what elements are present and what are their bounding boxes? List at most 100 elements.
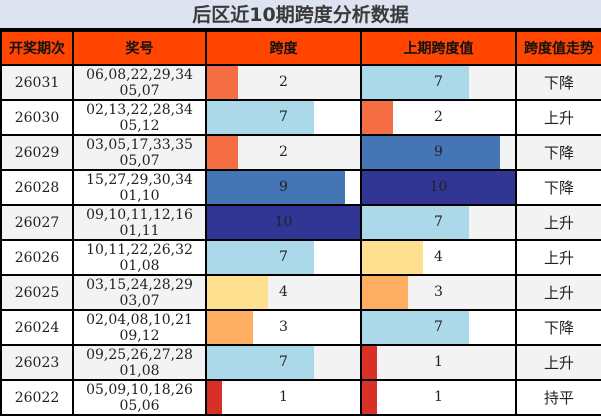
period-cell: 26030 xyxy=(0,99,74,136)
prev-span-cell: 10 xyxy=(360,169,517,206)
header-trend: 跨度值走势 xyxy=(515,30,601,66)
trend-cell: 上升 xyxy=(515,274,601,311)
table-row: 26031 06,08,22,29,34 05,07 2 7 下降 xyxy=(0,64,601,101)
table-row: 26022 05,09,10,18,26 05,06 1 1 持平 xyxy=(0,379,601,416)
period-cell: 26023 xyxy=(0,344,74,381)
span-bar xyxy=(207,311,253,344)
table-row: 26024 02,04,08,10,21 09,12 3 7 下降 xyxy=(0,309,601,346)
span-cell: 2 xyxy=(205,64,362,101)
span-bar xyxy=(207,171,345,204)
trend-cell: 持平 xyxy=(515,379,601,416)
prev-span-cell: 7 xyxy=(360,309,517,346)
prev-span-value: 1 xyxy=(434,389,443,405)
span-cell: 2 xyxy=(205,134,362,171)
span-value: 7 xyxy=(279,249,288,265)
header-period: 开奖期次 xyxy=(0,30,74,66)
header-span: 跨度 xyxy=(205,30,362,66)
span-table: 开奖期次 奖号 跨度 上期跨度值 跨度值走势 26031 06,08,22,29,… xyxy=(0,30,601,416)
prev-span-cell: 1 xyxy=(360,379,517,416)
numbers-cell: 06,08,22,29,34 05,07 xyxy=(72,64,207,101)
span-value: 1 xyxy=(279,389,288,405)
trend-cell: 下降 xyxy=(515,169,601,206)
span-cell: 7 xyxy=(205,239,362,276)
span-value: 3 xyxy=(279,319,288,335)
trend-cell: 上升 xyxy=(515,204,601,241)
span-cell: 7 xyxy=(205,99,362,136)
prev-span-value: 10 xyxy=(429,179,448,195)
numbers-cell: 15,27,29,30,34 01,10 xyxy=(72,169,207,206)
prev-span-bar xyxy=(362,171,515,204)
span-value: 7 xyxy=(279,109,288,125)
trend-cell: 下降 xyxy=(515,134,601,171)
period-cell: 26022 xyxy=(0,379,74,416)
numbers-cell: 03,05,17,33,35 05,07 xyxy=(72,134,207,171)
trend-cell: 下降 xyxy=(515,309,601,346)
span-value: 4 xyxy=(279,284,288,300)
period-cell: 26026 xyxy=(0,239,74,276)
span-cell: 7 xyxy=(205,344,362,381)
trend-cell: 上升 xyxy=(515,99,601,136)
period-cell: 26024 xyxy=(0,309,74,346)
prev-span-bar xyxy=(362,66,470,99)
span-value: 2 xyxy=(279,74,288,90)
span-cell: 10 xyxy=(205,204,362,241)
page-title: 后区近10期跨度分析数据 xyxy=(0,0,601,30)
prev-span-cell: 2 xyxy=(360,99,517,136)
numbers-cell: 02,13,22,28,34 05,12 xyxy=(72,99,207,136)
prev-span-value: 4 xyxy=(434,249,443,265)
span-value: 10 xyxy=(274,214,293,230)
trend-cell: 上升 xyxy=(515,239,601,276)
prev-span-bar xyxy=(362,381,378,414)
numbers-cell: 02,04,08,10,21 09,12 xyxy=(72,309,207,346)
period-cell: 26028 xyxy=(0,169,74,206)
table-row: 26029 03,05,17,33,35 05,07 2 9 下降 xyxy=(0,134,601,171)
prev-span-value: 1 xyxy=(434,354,443,370)
prev-span-bar xyxy=(362,311,470,344)
prev-span-value: 3 xyxy=(434,284,443,300)
span-cell: 1 xyxy=(205,379,362,416)
numbers-cell: 09,10,11,12,16 01,11 xyxy=(72,204,207,241)
table-body: 26031 06,08,22,29,34 05,07 2 7 下降 26030 02,13,… xyxy=(0,64,601,416)
prev-span-value: 9 xyxy=(434,144,443,160)
span-bar xyxy=(207,381,223,414)
span-bar xyxy=(207,136,238,169)
period-cell: 26031 xyxy=(0,64,74,101)
span-cell: 4 xyxy=(205,274,362,311)
prev-span-value: 7 xyxy=(434,74,443,90)
numbers-cell: 05,09,10,18,26 05,06 xyxy=(72,379,207,416)
span-value: 9 xyxy=(279,179,288,195)
header-prev-span: 上期跨度值 xyxy=(360,30,517,66)
period-cell: 26027 xyxy=(0,204,74,241)
table-header-row: 开奖期次 奖号 跨度 上期跨度值 跨度值走势 xyxy=(0,30,601,66)
prev-span-bar xyxy=(362,276,408,309)
span-value: 2 xyxy=(279,144,288,160)
span-bar xyxy=(207,241,315,274)
prev-span-value: 7 xyxy=(434,319,443,335)
prev-span-value: 2 xyxy=(434,109,443,125)
prev-span-cell: 3 xyxy=(360,274,517,311)
span-bar xyxy=(207,101,315,134)
prev-span-bar xyxy=(362,101,393,134)
prev-span-bar xyxy=(362,241,424,274)
table-row: 26023 09,25,26,27,28 01,08 7 1 上升 xyxy=(0,344,601,381)
prev-span-cell: 4 xyxy=(360,239,517,276)
prev-span-cell: 7 xyxy=(360,64,517,101)
numbers-cell: 10,11,22,26,32 01,08 xyxy=(72,239,207,276)
table-row: 26030 02,13,22,28,34 05,12 7 2 上升 xyxy=(0,99,601,136)
trend-cell: 下降 xyxy=(515,64,601,101)
trend-cell: 上升 xyxy=(515,344,601,381)
period-cell: 26029 xyxy=(0,134,74,171)
prev-span-bar xyxy=(362,346,378,379)
table-row: 26028 15,27,29,30,34 01,10 9 10 下降 xyxy=(0,169,601,206)
prev-span-value: 7 xyxy=(434,214,443,230)
table-row: 26027 09,10,11,12,16 01,11 10 7 上升 xyxy=(0,204,601,241)
table-row: 26025 03,15,24,28,29 03,07 4 3 上升 xyxy=(0,274,601,311)
period-cell: 26025 xyxy=(0,274,74,311)
prev-span-bar xyxy=(362,206,470,239)
span-cell: 3 xyxy=(205,309,362,346)
span-bar xyxy=(207,346,315,379)
span-bar xyxy=(207,206,360,239)
span-cell: 9 xyxy=(205,169,362,206)
span-bar xyxy=(207,66,238,99)
